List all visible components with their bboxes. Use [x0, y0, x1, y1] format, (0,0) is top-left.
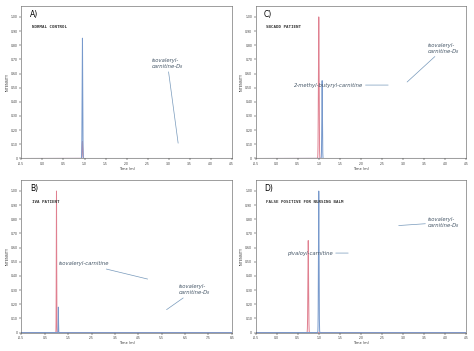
Text: isovaleryl-
carnitine-D₈: isovaleryl- carnitine-D₈ — [152, 58, 183, 143]
Text: C): C) — [264, 10, 272, 19]
Y-axis label: INTENSITY: INTENSITY — [240, 73, 244, 91]
Text: IVA PATIENT: IVA PATIENT — [32, 200, 59, 204]
Y-axis label: INTENSITY: INTENSITY — [6, 247, 9, 265]
X-axis label: Time (m): Time (m) — [353, 342, 369, 345]
X-axis label: Time (m): Time (m) — [118, 342, 135, 345]
X-axis label: Time (m): Time (m) — [353, 167, 369, 171]
Text: isovaleryl-carnitine: isovaleryl-carnitine — [59, 261, 147, 279]
Text: FALSE POSITIVE FOR NURSING BALM: FALSE POSITIVE FOR NURSING BALM — [266, 200, 344, 204]
Text: B): B) — [30, 184, 38, 193]
Text: SBCADD PATIENT: SBCADD PATIENT — [266, 25, 301, 29]
Text: NORMAL CONTROL: NORMAL CONTROL — [32, 25, 67, 29]
Text: D): D) — [264, 184, 273, 193]
Y-axis label: INTENSITY: INTENSITY — [6, 73, 9, 91]
Text: 2-methyl-butyryl-carnitine: 2-methyl-butyryl-carnitine — [293, 82, 388, 87]
Y-axis label: INTENSITY: INTENSITY — [240, 247, 244, 265]
Text: pivaloyl-carnitine: pivaloyl-carnitine — [287, 251, 348, 256]
X-axis label: Time (m): Time (m) — [118, 167, 135, 171]
Text: isovaleryl-
carnitine-D₈: isovaleryl- carnitine-D₈ — [166, 284, 210, 310]
Text: isovaleryl-
carnitine-D₈: isovaleryl- carnitine-D₈ — [399, 217, 459, 228]
Text: A): A) — [30, 10, 38, 19]
Text: isovaleryl-
carnitine-D₈: isovaleryl- carnitine-D₈ — [407, 43, 459, 82]
